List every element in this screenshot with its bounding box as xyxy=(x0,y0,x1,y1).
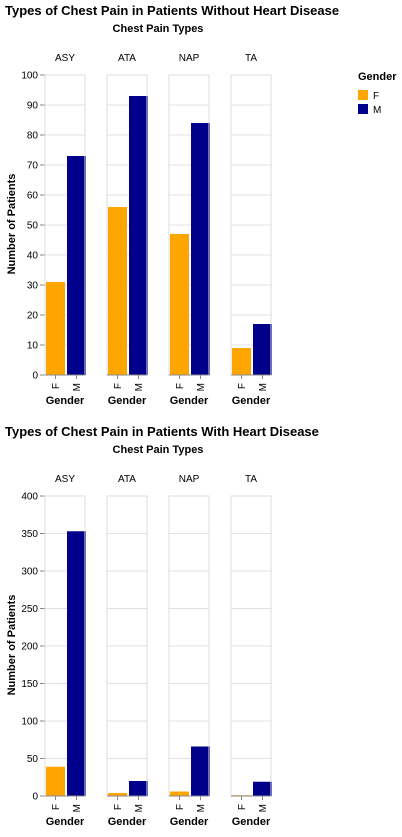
y-tick-label: 60 xyxy=(27,191,39,202)
bar-ta-m xyxy=(253,324,272,375)
facet-ta: TA F M Gender xyxy=(230,474,272,828)
facet-nap: NAP F M Gender xyxy=(168,474,210,828)
facet-asy: ASY F M Gender xyxy=(44,53,86,407)
bar-nap-f xyxy=(170,791,189,796)
x-tick-label: M xyxy=(196,383,207,391)
legend-title: Gender xyxy=(358,71,397,83)
facet-label: NAP xyxy=(179,474,200,485)
legend: Gender F M xyxy=(358,71,397,116)
bar-ta-f xyxy=(232,348,251,375)
legend-swatch-f xyxy=(358,90,368,100)
y-tick-label: 200 xyxy=(21,642,38,653)
x-axis-title: Gender xyxy=(108,395,147,407)
bar-asy-f xyxy=(46,282,65,375)
x-tick-label: F xyxy=(51,804,62,810)
x-axis-title: Gender xyxy=(46,395,85,407)
bar-nap-m xyxy=(191,746,210,796)
y-axis: 0 50 100 150 200 250 300 350 400 xyxy=(21,492,46,803)
x-tick-label: F xyxy=(113,804,124,810)
facet-label: ATA xyxy=(118,474,136,485)
bar-asy-m xyxy=(67,156,86,375)
x-axis-title: Gender xyxy=(232,395,271,407)
y-tick-label: 10 xyxy=(27,341,39,352)
facet-label: ATA xyxy=(118,53,136,64)
x-tick-label: M xyxy=(72,804,83,812)
y-tick-label: 350 xyxy=(21,529,38,540)
x-axis-title: Gender xyxy=(170,816,209,828)
facet-label: TA xyxy=(245,474,257,485)
x-tick-label: F xyxy=(113,383,124,389)
chart2-facet-title: Chest Pain Types xyxy=(113,444,204,456)
facet-label: TA xyxy=(245,53,257,64)
y-tick-label: 0 xyxy=(32,792,38,803)
y-tick-label: 50 xyxy=(27,754,39,765)
x-tick-label: M xyxy=(258,383,269,391)
y-tick-label: 20 xyxy=(27,311,39,322)
bar-ata-f xyxy=(108,793,127,796)
chart1-title: Types of Chest Pain in Patients Without … xyxy=(5,3,339,18)
y-tick-label: 100 xyxy=(21,71,38,82)
chart2-plot-area: 0 50 100 150 200 250 300 350 400 ASY F M Gender ATA F M… xyxy=(21,474,272,828)
x-tick-label: M xyxy=(134,804,145,812)
bar-nap-f xyxy=(170,234,189,375)
facet-asy: ASY F M Gender xyxy=(44,474,86,828)
y-tick-label: 100 xyxy=(21,717,38,728)
facet-label: ASY xyxy=(55,474,75,485)
x-tick-label: F xyxy=(237,804,248,810)
x-tick-label: M xyxy=(72,383,83,391)
y-tick-label: 80 xyxy=(27,131,39,142)
y-tick-label: 50 xyxy=(27,221,39,232)
chart2-y-axis-title: Number of Patients xyxy=(6,595,18,696)
x-tick-label: M xyxy=(258,804,269,812)
x-axis-title: Gender xyxy=(108,816,147,828)
bar-asy-m xyxy=(67,531,86,796)
chart2-title: Types of Chest Pain in Patients With Hea… xyxy=(5,424,319,439)
y-tick-label: 400 xyxy=(21,492,38,503)
bar-ata-m xyxy=(129,781,148,796)
y-tick-label: 150 xyxy=(21,679,38,690)
facet-label: NAP xyxy=(179,53,200,64)
x-axis-title: Gender xyxy=(46,816,85,828)
bar-ata-f xyxy=(108,207,127,375)
y-axis: 0 10 20 30 40 50 60 70 80 90 100 xyxy=(21,71,46,382)
x-tick-label: F xyxy=(237,383,248,389)
y-tick-label: 90 xyxy=(27,101,39,112)
legend-swatch-m xyxy=(358,104,368,114)
bar-asy-f xyxy=(46,766,65,796)
chart1-y-axis-title: Number of Patients xyxy=(6,174,18,275)
x-tick-label: F xyxy=(175,383,186,389)
facet-ata: ATA F M Gender xyxy=(106,474,148,828)
y-tick-label: 70 xyxy=(27,161,39,172)
legend-label-m: M xyxy=(373,105,381,116)
y-tick-label: 300 xyxy=(21,567,38,578)
x-axis-title: Gender xyxy=(170,395,209,407)
x-tick-label: F xyxy=(175,804,186,810)
y-tick-label: 0 xyxy=(32,371,38,382)
bar-nap-m xyxy=(191,123,210,375)
bar-ata-m xyxy=(129,96,148,375)
facet-ta: TA F M Gender xyxy=(230,53,272,407)
chart1-facet-title: Chest Pain Types xyxy=(113,23,204,35)
bar-ta-m xyxy=(253,781,272,796)
chart1-plot-area: 0 10 20 30 40 50 60 70 80 90 100 ASY F M Gender ATA F M Ge… xyxy=(21,53,272,407)
x-axis-title: Gender xyxy=(232,816,271,828)
y-tick-label: 30 xyxy=(27,281,39,292)
facet-label: ASY xyxy=(55,53,75,64)
x-tick-label: M xyxy=(196,804,207,812)
x-tick-label: F xyxy=(51,383,62,389)
y-tick-label: 40 xyxy=(27,251,39,262)
facet-ata: ATA F M Gender xyxy=(106,53,148,407)
y-tick-label: 250 xyxy=(21,604,38,615)
x-tick-label: M xyxy=(134,383,145,391)
legend-label-f: F xyxy=(373,91,379,102)
facet-nap: NAP F M Gender xyxy=(168,53,210,407)
